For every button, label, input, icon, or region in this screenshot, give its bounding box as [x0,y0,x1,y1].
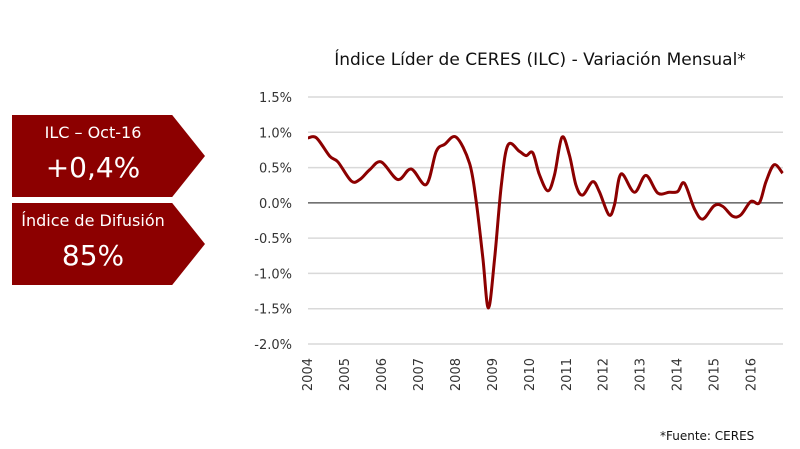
x-tick-label: 2004 [301,358,316,391]
diffusion-value: 85% [61,239,125,272]
y-tick-label: -1.5% [254,303,292,318]
y-tick-label: 1.0% [259,126,292,141]
x-tick-label: 2006 [375,358,390,391]
ilc-value: +0,4% [45,151,141,184]
y-tick-label: -2.0% [254,338,292,353]
y-tick-label: 0.5% [259,162,292,177]
x-tick-label: 2009 [486,358,501,391]
series-line [307,135,784,310]
x-tick-label: 2007 [412,358,427,391]
source-footnote: *Fuente: CERES [660,429,755,443]
x-tick-label: 2005 [338,358,353,391]
diffusion-label: Índice de Difusión [21,211,165,230]
x-tick-label: 2012 [597,358,612,391]
x-tick-label: 2016 [745,358,760,391]
x-tick-label: 2008 [449,358,464,391]
x-tick-label: 2014 [671,358,686,391]
y-tick-label: 0.0% [259,197,292,212]
x-tick-label: 2011 [560,358,575,391]
x-tick-label: 2010 [523,358,538,391]
y-tick-label: -1.0% [254,267,292,282]
chart-title: Índice Líder de CERES (ILC) - Variación … [334,50,746,70]
ilc-label: ILC – Oct-16 [44,123,142,142]
y-tick-label: -0.5% [254,232,292,247]
x-tick-label: 2015 [708,358,723,391]
diffusion-banner: Índice de Difusión 85% [12,203,205,285]
ilc-banner: ILC – Oct-16 +0,4% [12,115,205,197]
y-tick-label: 1.5% [259,91,292,106]
x-tick-label: 2013 [634,358,649,391]
